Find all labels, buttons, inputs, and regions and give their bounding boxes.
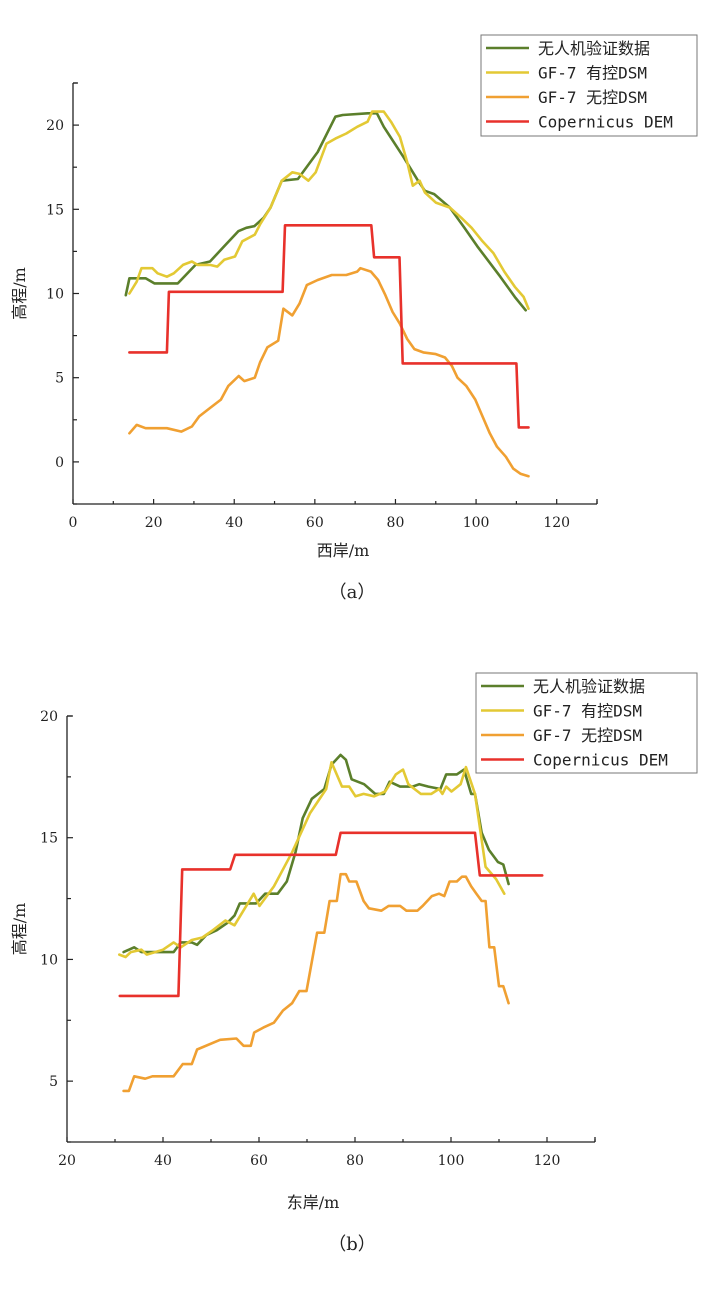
y-tick-label: 20 bbox=[40, 709, 58, 725]
legend-box bbox=[475, 672, 698, 774]
legend: 无人机验证数据 GF-7 有控DSM GF-7 无控DSM Copernicus DE… bbox=[480, 34, 698, 137]
series-line-3 bbox=[118, 831, 544, 998]
y-tick-label: 0 bbox=[55, 455, 64, 471]
y-tick-label: 15 bbox=[46, 202, 64, 218]
legend-box bbox=[480, 34, 698, 137]
x-tick-label: 80 bbox=[387, 515, 405, 531]
y-axis-label: 高程/m bbox=[10, 267, 29, 320]
x-tick-label: 40 bbox=[225, 515, 243, 531]
series-line-1 bbox=[128, 110, 530, 310]
legend-label: GF-7 有控DSM bbox=[538, 64, 647, 83]
chart-panel-b: 20 40 60 80 100 120 5 10 15 20 东岸/m 高程/m （b） 无人机验证数据 G… bbox=[10, 672, 698, 1255]
y-tick-label: 10 bbox=[40, 952, 58, 968]
x-axis-label: 东岸/m bbox=[287, 1193, 340, 1212]
legend-label: Copernicus DEM bbox=[538, 113, 673, 132]
y-tick-label: 10 bbox=[46, 287, 64, 303]
x-tick-label: 0 bbox=[69, 515, 78, 531]
legend: 无人机验证数据 GF-7 有控DSM GF-7 无控DSM Copernicus DE… bbox=[475, 672, 698, 774]
x-tick-label: 100 bbox=[438, 1153, 465, 1169]
series-line-2 bbox=[128, 266, 530, 478]
x-tick-label: 120 bbox=[543, 515, 570, 531]
series-line-3 bbox=[128, 224, 530, 429]
y-tick-label: 20 bbox=[46, 118, 64, 134]
x-tick-label: 40 bbox=[154, 1153, 172, 1169]
y-tick-label: 5 bbox=[49, 1074, 58, 1090]
series-line-1 bbox=[118, 761, 506, 959]
legend-label: 无人机验证数据 bbox=[533, 677, 645, 696]
x-tick-label: 20 bbox=[58, 1153, 76, 1169]
legend-label: Copernicus DEM bbox=[533, 751, 668, 770]
panel-caption: （b） bbox=[328, 1234, 376, 1255]
x-axis-label: 西岸/m bbox=[317, 541, 370, 560]
legend-label: GF-7 有控DSM bbox=[533, 702, 642, 721]
chart-panel-a: 0 20 40 60 80 100 120 0 5 10 15 20 西岸/m 高程/m （a） 无人机验证数… bbox=[10, 34, 698, 603]
y-tick-label: 15 bbox=[40, 831, 58, 847]
legend-label: GF-7 无控DSM bbox=[533, 726, 642, 745]
x-tick-label: 60 bbox=[250, 1153, 268, 1169]
series-line-2 bbox=[122, 872, 510, 1093]
x-tick-label: 60 bbox=[306, 515, 324, 531]
x-tick-label: 20 bbox=[145, 515, 163, 531]
legend-label: GF-7 无控DSM bbox=[538, 88, 647, 107]
legend-label: 无人机验证数据 bbox=[538, 39, 650, 58]
x-tick-label: 120 bbox=[534, 1153, 561, 1169]
panel-caption: （a） bbox=[329, 582, 376, 603]
x-tick-label: 80 bbox=[346, 1153, 364, 1169]
y-axis-label: 高程/m bbox=[10, 903, 29, 956]
x-tick-label: 100 bbox=[463, 515, 490, 531]
y-tick-label: 5 bbox=[55, 371, 64, 387]
